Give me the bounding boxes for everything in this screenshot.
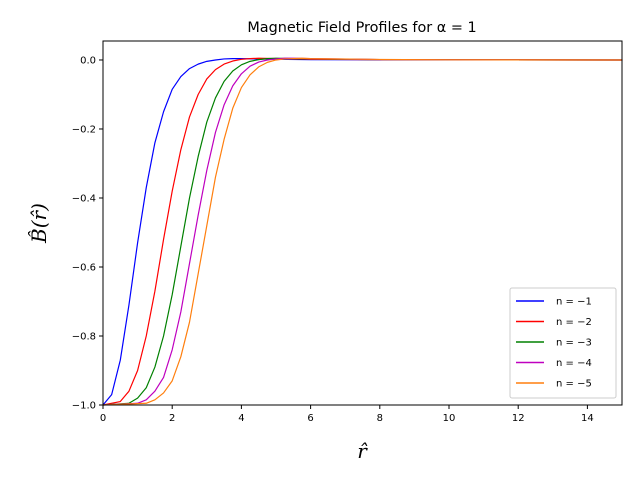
x-tick-label: 6 <box>307 413 313 424</box>
x-tick-label: 12 <box>512 413 525 424</box>
legend-box <box>509 287 617 399</box>
x-tick-label: 10 <box>443 413 456 424</box>
x-tick-label: 2 <box>169 413 175 424</box>
legend: n = −1 n = −2 n = −3 n = −4 n = −5 <box>509 287 617 399</box>
legend-label-1: n = −1 <box>556 297 592 308</box>
legend-label-3: n = −3 <box>556 338 592 349</box>
y-tick-label: −1.0 <box>72 401 96 412</box>
x-axis: 0 2 4 6 8 10 12 14 <box>100 405 594 424</box>
y-tick-label: −0.4 <box>72 193 96 204</box>
plot-frame <box>102 40 623 406</box>
x-tick-label: 8 <box>377 413 383 424</box>
x-tick-label: 0 <box>100 413 106 424</box>
legend-label-5: n = −5 <box>556 379 592 390</box>
y-tick-label: −0.2 <box>72 124 96 135</box>
series-layer <box>102 57 623 406</box>
x-tick-label: 14 <box>581 413 594 424</box>
y-tick-label: −0.6 <box>72 262 96 273</box>
y-axis: 0.0 −0.2 −0.4 −0.6 −0.8 −1.0 <box>72 55 103 412</box>
y-tick-label: 0.0 <box>80 55 96 66</box>
y-axis-label: B̂(r̂) <box>27 203 51 244</box>
x-tick-label: 4 <box>238 413 244 424</box>
legend-label-2: n = −2 <box>556 317 592 328</box>
legend-label-4: n = −4 <box>556 358 592 369</box>
y-tick-label: −0.8 <box>72 331 96 342</box>
x-axis-label: r̂ <box>357 439 368 463</box>
chart-title: Magnetic Field Profiles for α = 1 <box>247 20 476 36</box>
series-line-5 <box>102 57 623 406</box>
